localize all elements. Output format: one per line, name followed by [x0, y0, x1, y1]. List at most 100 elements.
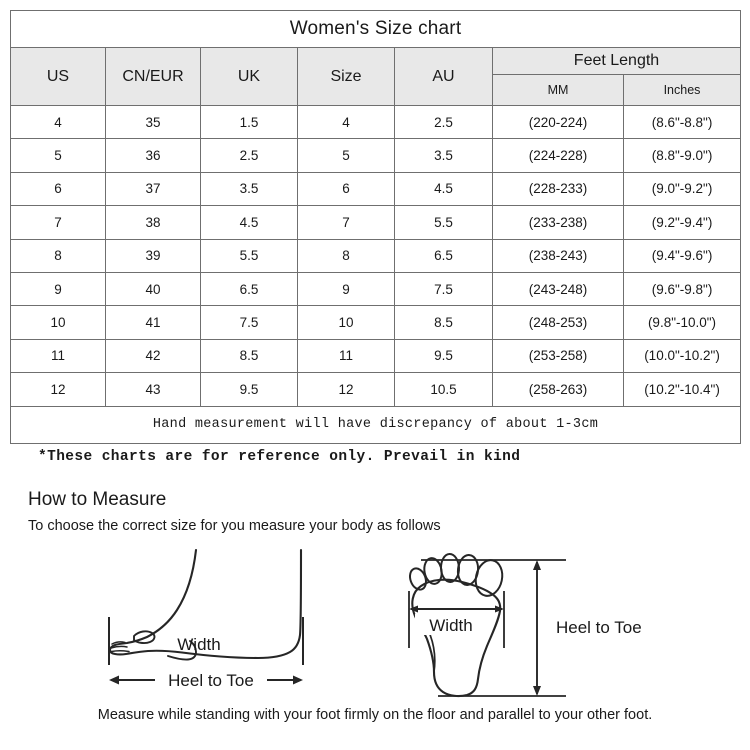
- measurement-instruction-caption: Measure while standing with your foot fi…: [97, 707, 653, 723]
- table-row: 4 35 1.5 4 2.5 (220-224) (8.6"-8.8"): [10, 104, 742, 140]
- size-chart-table: Women's Size chart US CN/EUR UK Size AU …: [9, 10, 742, 444]
- cell-au: 5.5: [394, 205, 493, 240]
- cell-cn-eur: 37: [105, 171, 201, 207]
- cell-size: 6: [297, 171, 395, 207]
- cell-us: 10: [10, 305, 106, 340]
- side-view-foot-diagram: Heel to Toe Width: [108, 548, 304, 690]
- table-row: 6 37 3.5 6 4.5 (228-233) (9.0"-9.2"): [10, 171, 742, 207]
- side-foot-big-toe: [133, 630, 156, 644]
- cell-inches: (9.8"-10.0"): [622, 305, 742, 340]
- cell-cn-eur: 42: [105, 338, 201, 374]
- foot-measurement-diagrams: Heel to Toe Width Width: [0, 538, 750, 706]
- top-foot-sole-outline: [411, 578, 502, 698]
- top-arrow-head-up: [533, 560, 541, 570]
- top-width-label-bg: [415, 614, 487, 635]
- column-header-mm: MM: [492, 74, 624, 106]
- cell-inches: (9.4"-9.6"): [622, 238, 742, 273]
- table-header-row-main: US CN/EUR UK Size AU Feet Length: [10, 47, 742, 106]
- column-header-us: US: [10, 47, 106, 106]
- table-row: 11 42 8.5 11 9.5 (253-258) (10.0"-10.2"): [10, 338, 742, 374]
- top-foot-toe-little: [409, 567, 427, 591]
- side-arrow-head-right: [293, 675, 303, 685]
- cell-size: 11: [297, 338, 395, 374]
- cell-us: 6: [10, 171, 106, 207]
- top-view-foot-diagram: Width Heel to Toe: [408, 553, 642, 698]
- column-header-inches: Inches: [622, 74, 742, 106]
- cell-size: 8: [297, 238, 395, 273]
- cell-uk: 2.5: [200, 138, 298, 173]
- foot-diagrams-svg: Heel to Toe Width Width: [108, 548, 642, 698]
- cell-mm: (238-243): [492, 238, 624, 273]
- cell-inches: (8.6"-8.8"): [622, 104, 742, 140]
- cell-mm: (258-263): [492, 372, 624, 407]
- cell-inches: (9.6"-9.8"): [622, 271, 742, 307]
- table-row: 10 41 7.5 10 8.5 (248-253) (9.8"-10.0"): [10, 305, 742, 340]
- cell-au: 7.5: [394, 271, 493, 307]
- top-foot-toe-3: [439, 553, 461, 583]
- table-row: 9 40 6.5 9 7.5 (243-248) (9.6"-9.8"): [10, 271, 742, 307]
- cell-us: 9: [10, 271, 106, 307]
- how-to-measure-heading: How to Measure: [28, 489, 167, 510]
- column-header-size: Size: [297, 47, 395, 106]
- cell-size: 5: [297, 138, 395, 173]
- cell-us: 8: [10, 238, 106, 273]
- cell-au: 4.5: [394, 171, 493, 207]
- cell-uk: 5.5: [200, 238, 298, 273]
- table-row: 5 36 2.5 5 3.5 (224-228) (8.8"-9.0"): [10, 138, 742, 173]
- cell-inches: (10.2"-10.4"): [622, 372, 742, 407]
- how-to-measure-subheading: To choose the correct size for you measu…: [28, 518, 441, 534]
- cell-size: 4: [297, 104, 395, 140]
- cell-uk: 7.5: [200, 305, 298, 340]
- cell-uk: 6.5: [200, 271, 298, 307]
- top-width-label: Width: [429, 616, 472, 635]
- cell-uk: 4.5: [200, 205, 298, 240]
- cell-cn-eur: 36: [105, 138, 201, 173]
- cell-cn-eur: 41: [105, 305, 201, 340]
- cell-mm: (224-228): [492, 138, 624, 173]
- cell-cn-eur: 40: [105, 271, 201, 307]
- cell-us: 4: [10, 104, 106, 140]
- measurement-discrepancy-note: Hand measurement will have discrepancy o…: [9, 405, 742, 444]
- table-row: 12 43 9.5 12 10.5 (258-263) (10.2"-10.4"…: [10, 372, 742, 407]
- cell-mm: (233-238): [492, 205, 624, 240]
- cell-au: 2.5: [394, 104, 493, 140]
- top-width-arrow-head-right: [495, 605, 504, 613]
- cell-us: 5: [10, 138, 106, 173]
- cell-au: 8.5: [394, 305, 493, 340]
- side-foot-toe-line-2: [110, 645, 128, 649]
- cell-mm: (248-253): [492, 305, 624, 340]
- cell-uk: 9.5: [200, 372, 298, 407]
- table-title-row: Women's Size chart: [9, 10, 742, 48]
- table-row: 8 39 5.5 8 6.5 (238-243) (9.4"-9.6"): [10, 238, 742, 273]
- table-row: 7 38 4.5 7 5.5 (233-238) (9.2"-9.4"): [10, 205, 742, 240]
- cell-cn-eur: 39: [105, 238, 201, 273]
- cell-cn-eur: 38: [105, 205, 201, 240]
- page-title: Women's Size chart: [9, 10, 742, 48]
- top-arrow-head-down: [533, 686, 541, 696]
- cell-us: 12: [10, 372, 106, 407]
- cell-us: 11: [10, 338, 106, 374]
- cell-inches: (9.2"-9.4"): [622, 205, 742, 240]
- side-foot-ball-curve: [167, 640, 197, 661]
- reference-only-note: *These charts are for reference only. Pr…: [38, 449, 521, 465]
- cell-size: 9: [297, 271, 395, 307]
- top-foot-toe-4: [423, 557, 443, 585]
- cell-mm: (243-248): [492, 271, 624, 307]
- cell-au: 6.5: [394, 238, 493, 273]
- side-foot-toe-line-3: [110, 650, 130, 653]
- cell-mm: (220-224): [492, 104, 624, 140]
- column-header-uk: UK: [200, 47, 298, 106]
- cell-size: 7: [297, 205, 395, 240]
- side-arrow-head-left: [109, 675, 119, 685]
- top-foot-arch-line: [428, 631, 436, 673]
- cell-au: 3.5: [394, 138, 493, 173]
- cell-mm: (228-233): [492, 171, 624, 207]
- table-header-row-sub: MM Inches: [11, 74, 742, 106]
- cell-cn-eur: 43: [105, 372, 201, 407]
- cell-inches: (10.0"-10.2"): [622, 338, 742, 374]
- side-foot-toe-line-1: [111, 641, 126, 645]
- column-header-cn-eur: CN/EUR: [105, 47, 201, 106]
- cell-uk: 3.5: [200, 171, 298, 207]
- side-foot-outline: [108, 548, 303, 660]
- cell-size: 12: [297, 372, 395, 407]
